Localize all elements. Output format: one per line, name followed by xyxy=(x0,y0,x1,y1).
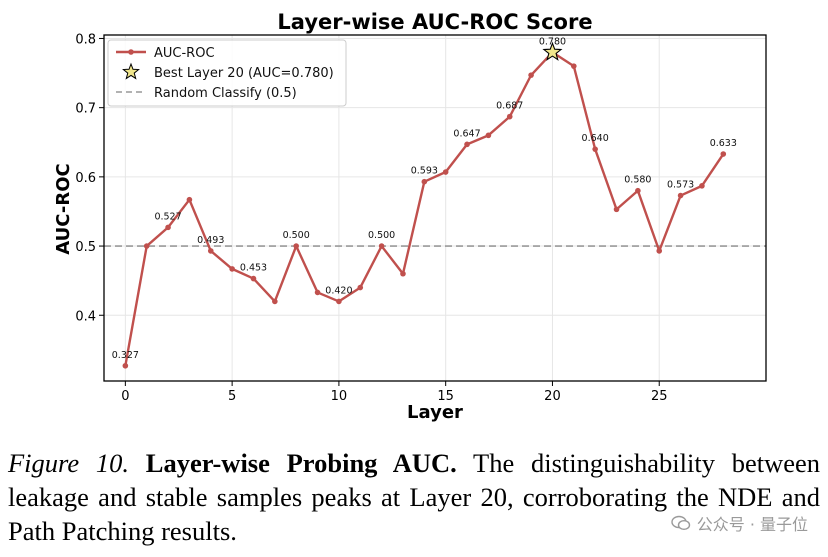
data-point xyxy=(528,72,534,78)
data-point xyxy=(699,183,705,189)
legend-marker-auc xyxy=(128,49,134,55)
y-tick-label: 0.5 xyxy=(75,240,96,255)
data-point xyxy=(442,169,449,175)
data-label: 0.593 xyxy=(411,166,438,177)
data-point xyxy=(656,248,663,254)
data-point xyxy=(421,178,428,185)
x-tick-label: 0 xyxy=(121,389,129,404)
wechat-icon xyxy=(671,515,690,531)
data-label: 0.780 xyxy=(539,36,566,47)
data-point xyxy=(506,113,513,120)
data-point xyxy=(485,132,492,139)
y-tick-label: 0.6 xyxy=(75,171,96,186)
legend-label-best: Best Layer 20 (AUC=0.780) xyxy=(154,66,334,81)
data-labels-group: 0.327 0.527 0.493 0.453 0.500 0.420 0.500 0.593… xyxy=(112,36,737,360)
x-tick-label: 10 xyxy=(331,389,348,404)
legend: AUC-ROC Best Layer 20 (AUC=0.780) Random… xyxy=(107,39,347,107)
data-point xyxy=(207,248,214,254)
data-point xyxy=(293,243,299,249)
ticks-group: 0 5 10 15 20 25 0.4 0.5 0.6 0.7 0.8 xyxy=(75,32,667,404)
data-label: 0.453 xyxy=(240,263,267,274)
data-label: 0.500 xyxy=(368,230,395,241)
data-point xyxy=(336,298,342,305)
data-label: 0.500 xyxy=(283,230,310,241)
data-point xyxy=(592,146,598,152)
x-axis-label: Layer xyxy=(407,402,463,423)
legend-star-icon xyxy=(122,62,140,80)
legend-box xyxy=(107,39,347,107)
data-label: 0.647 xyxy=(453,128,480,139)
legend-label-random: Random Classify (0.5) xyxy=(154,86,297,101)
chart: Layer-wise AUC-ROC Score 0.327 0.527 0.493… xyxy=(53,10,767,423)
data-point xyxy=(250,275,257,282)
y-tick-label: 0.7 xyxy=(75,102,96,117)
best-layer-star xyxy=(542,41,563,61)
caption-figure-label: Figure 10. xyxy=(8,448,130,478)
data-point xyxy=(122,362,129,369)
data-point xyxy=(229,266,235,272)
data-label: 0.420 xyxy=(325,285,352,296)
data-label: 0.687 xyxy=(496,101,523,112)
figure-caption: Figure 10. Layer-wise Probing AUC. The d… xyxy=(8,446,820,548)
data-point xyxy=(272,298,278,305)
data-label: 0.493 xyxy=(197,235,224,246)
watermark: 公众号 · 量子位 xyxy=(671,511,808,535)
data-label: 0.527 xyxy=(154,211,181,222)
y-tick-label: 0.4 xyxy=(75,309,96,324)
x-tick-label: 15 xyxy=(437,389,454,404)
caption-figure-title: Layer-wise Probing AUC. xyxy=(145,448,457,478)
data-point xyxy=(635,187,641,194)
data-point xyxy=(378,243,385,249)
x-tick-label: 25 xyxy=(651,389,668,404)
chart-title: Layer-wise AUC-ROC Score xyxy=(277,10,592,34)
data-point xyxy=(314,289,321,296)
data-point xyxy=(165,224,171,231)
y-tick-label: 0.8 xyxy=(75,32,96,47)
series-group xyxy=(122,41,727,369)
data-point xyxy=(720,151,727,157)
y-axis-label: AUC-ROC xyxy=(53,163,74,254)
plot-frame xyxy=(103,34,767,382)
data-label: 0.640 xyxy=(582,133,609,144)
data-point xyxy=(143,243,150,249)
watermark-text: 公众号 · 量子位 xyxy=(696,515,808,534)
data-point xyxy=(186,196,193,203)
caption-text: The distinguishability between leakage a… xyxy=(8,448,821,546)
data-point xyxy=(464,141,470,148)
x-tick-label: 5 xyxy=(228,389,236,404)
data-point xyxy=(613,206,620,213)
data-point xyxy=(357,284,364,291)
data-label: 0.327 xyxy=(112,350,139,361)
data-point xyxy=(400,270,406,277)
data-point xyxy=(571,63,577,69)
legend-label-auc: AUC-ROC xyxy=(154,46,215,61)
x-tick-label: 20 xyxy=(544,389,561,404)
data-label: 0.580 xyxy=(624,175,651,186)
data-label: 0.633 xyxy=(710,138,737,149)
data-label: 0.573 xyxy=(667,180,694,191)
data-point xyxy=(677,192,684,199)
